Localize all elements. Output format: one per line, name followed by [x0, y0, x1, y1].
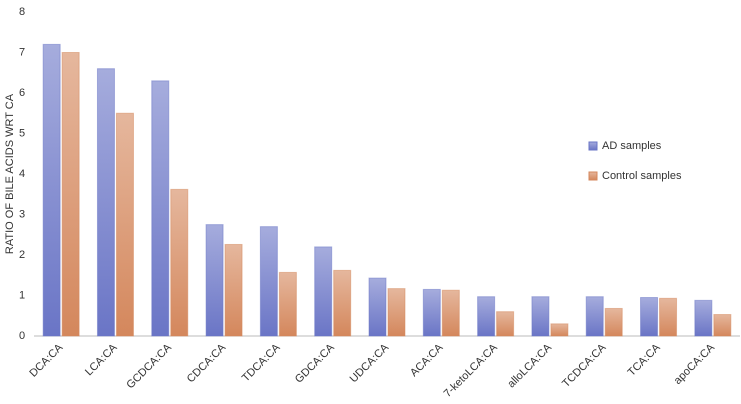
x-tick-label: TCA:CA	[626, 341, 663, 378]
legend-label: Control samples	[602, 170, 682, 182]
x-tick-label: ACA:CA	[408, 341, 446, 379]
x-tick-label: LCA:CA	[83, 341, 120, 378]
bar	[333, 269, 352, 337]
bar	[713, 314, 732, 337]
bar	[314, 246, 333, 337]
x-tick-label: 7-ketoLCA:CA	[442, 341, 501, 400]
bar	[550, 323, 569, 337]
x-tick-label: GDCA:CA	[293, 341, 337, 385]
y-tick-label: 4	[19, 168, 25, 180]
bar	[224, 243, 243, 337]
bar	[42, 43, 61, 337]
x-tick-label: CDCA:CA	[185, 341, 229, 385]
bar	[441, 289, 460, 337]
bar	[151, 80, 170, 337]
bar	[368, 277, 387, 337]
y-tick-label: 7	[19, 46, 25, 58]
legend-swatch	[588, 171, 598, 181]
x-tick-label: TCDCA:CA	[560, 341, 609, 390]
x-tick-label: UDCA:CA	[348, 341, 392, 385]
y-tick-label: 1	[19, 289, 25, 301]
y-tick-label: 8	[19, 6, 25, 18]
x-tick-label: GCDCA:CA	[124, 341, 174, 391]
y-tick-label: 2	[19, 249, 25, 261]
y-tick-label: 3	[19, 208, 25, 220]
bar	[477, 296, 496, 337]
bar	[694, 299, 713, 337]
bar	[604, 307, 623, 337]
bar	[387, 288, 406, 337]
x-tick-label: alloLCA:CA	[505, 341, 554, 390]
bar	[259, 226, 278, 337]
bar	[531, 296, 550, 337]
bar	[640, 297, 659, 337]
bar	[585, 296, 604, 337]
bar	[422, 288, 441, 337]
y-tick-label: 6	[19, 87, 25, 99]
legend-swatch	[588, 141, 598, 151]
bar	[496, 311, 515, 337]
bar	[96, 68, 115, 337]
x-tick-label: DCA:CA	[27, 341, 65, 379]
y-tick-label: 5	[19, 127, 25, 139]
bar	[659, 297, 678, 337]
bar	[170, 188, 189, 337]
bar	[61, 52, 80, 337]
bar	[205, 224, 224, 337]
bar	[278, 271, 297, 337]
x-tick-label: apoCA:CA	[672, 341, 718, 387]
y-tick-label: 0	[19, 330, 25, 342]
y-axis-label: RATIO OF BILE ACIDS WRT CA	[4, 93, 16, 254]
bar	[115, 112, 134, 337]
legend-label: AD samples	[602, 140, 662, 152]
x-tick-label: TDCA:CA	[240, 341, 283, 384]
